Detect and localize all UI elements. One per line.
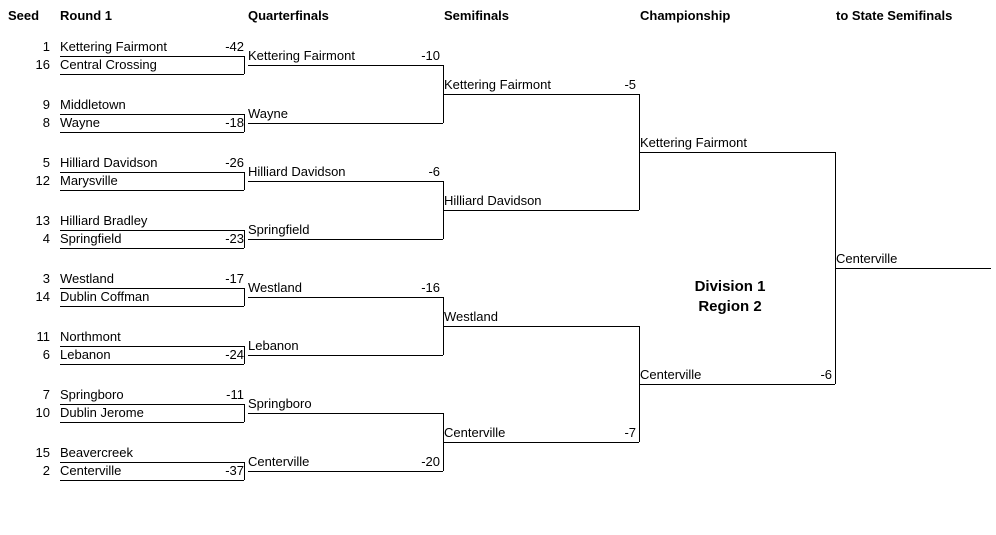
r1-team: Wayne bbox=[60, 114, 244, 133]
connector bbox=[244, 288, 245, 306]
seed: 8 bbox=[30, 114, 50, 132]
winner-team: Centerville bbox=[836, 250, 991, 269]
region-label: Region 2 bbox=[640, 298, 820, 315]
connector bbox=[244, 462, 245, 480]
r1-team: Kettering Fairmont bbox=[60, 38, 244, 57]
qf-team: Lebanon bbox=[248, 337, 443, 356]
r1-team-score: -23 bbox=[218, 230, 244, 248]
seed: 11 bbox=[30, 328, 50, 346]
r1-team: Westland bbox=[60, 270, 244, 289]
r1-team: Dublin Coffman bbox=[60, 288, 244, 307]
qf-team-score: -6 bbox=[414, 163, 440, 181]
division-label: Division 1 bbox=[640, 278, 820, 295]
r1-team-score: -24 bbox=[218, 346, 244, 364]
r1-team-score: -42 bbox=[218, 38, 244, 56]
r1-team-score: -37 bbox=[218, 462, 244, 480]
connector bbox=[244, 346, 245, 364]
sf-team-score: -7 bbox=[610, 424, 636, 442]
r1-team: Lebanon bbox=[60, 346, 244, 365]
r1-team: Springboro bbox=[60, 386, 244, 405]
sf-team-score: -5 bbox=[610, 76, 636, 94]
qf-team: Springboro bbox=[248, 395, 443, 414]
seed: 15 bbox=[30, 444, 50, 462]
seed: 10 bbox=[30, 404, 50, 422]
r1-team: Hilliard Bradley bbox=[60, 212, 244, 231]
r1-team: Centerville bbox=[60, 462, 244, 481]
sf-team: Hilliard Davidson bbox=[444, 192, 639, 211]
header-state: to State Semifinals bbox=[836, 8, 952, 23]
header-round1: Round 1 bbox=[60, 8, 112, 23]
seed: 13 bbox=[30, 212, 50, 230]
seed: 7 bbox=[30, 386, 50, 404]
r1-team: Hilliard Davidson bbox=[60, 154, 244, 173]
connector bbox=[244, 230, 245, 248]
seed: 6 bbox=[30, 346, 50, 364]
r1-team-score: -11 bbox=[218, 386, 244, 404]
ch-team-score: -6 bbox=[806, 366, 832, 384]
connector bbox=[244, 56, 245, 74]
r1-team: Marysville bbox=[60, 172, 244, 191]
qf-team-score: -20 bbox=[414, 453, 440, 471]
connector bbox=[244, 172, 245, 190]
r1-team-score: -17 bbox=[218, 270, 244, 288]
seed: 12 bbox=[30, 172, 50, 190]
qf-team-score: -16 bbox=[414, 279, 440, 297]
qf-team: Wayne bbox=[248, 105, 443, 124]
r1-team: Northmont bbox=[60, 328, 244, 347]
qf-team-score: -10 bbox=[414, 47, 440, 65]
header-championship: Championship bbox=[640, 8, 730, 23]
seed: 5 bbox=[30, 154, 50, 172]
seed: 9 bbox=[30, 96, 50, 114]
qf-team: Springfield bbox=[248, 221, 443, 240]
seed: 3 bbox=[30, 270, 50, 288]
seed: 16 bbox=[30, 56, 50, 74]
r1-team-score: -26 bbox=[218, 154, 244, 172]
r1-team: Middletown bbox=[60, 96, 244, 115]
seed: 2 bbox=[30, 462, 50, 480]
connector bbox=[244, 404, 245, 422]
r1-team: Central Crossing bbox=[60, 56, 244, 75]
sf-team: Westland bbox=[444, 308, 639, 327]
r1-team: Beavercreek bbox=[60, 444, 244, 463]
header-quarterfinals: Quarterfinals bbox=[248, 8, 329, 23]
seed: 4 bbox=[30, 230, 50, 248]
seed: 14 bbox=[30, 288, 50, 306]
connector bbox=[244, 114, 245, 132]
ch-team: Kettering Fairmont bbox=[640, 134, 835, 153]
header-seed: Seed bbox=[8, 8, 39, 23]
r1-team: Dublin Jerome bbox=[60, 404, 244, 423]
r1-team: Springfield bbox=[60, 230, 244, 249]
seed: 1 bbox=[30, 38, 50, 56]
header-semifinals: Semifinals bbox=[444, 8, 509, 23]
r1-team-score: -18 bbox=[218, 114, 244, 132]
